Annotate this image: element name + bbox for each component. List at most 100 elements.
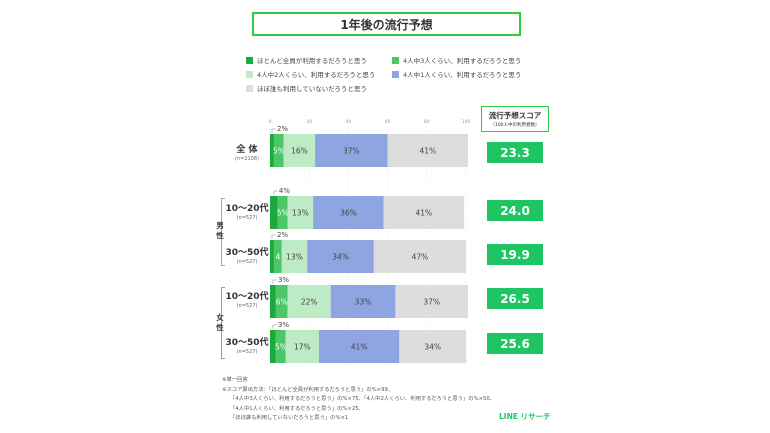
bar-segment: [281, 240, 308, 273]
legend-label: ほぼ誰も利用していないだろうと思う: [257, 85, 367, 93]
bar-segment: [270, 240, 274, 273]
legend-label: ほとんど全員が利用するだろうと思う: [257, 57, 367, 65]
bar-segment: [399, 330, 466, 363]
data-label: 22%: [301, 298, 318, 307]
row-label-text: 30〜50代: [225, 338, 269, 348]
row-sample-size: (n=527): [236, 349, 258, 355]
data-label: 16%: [291, 147, 308, 156]
note-line: ※スコア算出方法：「ほとんど全員が利用するだろうと思う」の%×99、: [222, 386, 394, 393]
bar-segment: [319, 330, 400, 363]
female-bracket: [221, 287, 225, 359]
bar-segment: [307, 240, 374, 273]
row-sample-size: (n=527): [236, 259, 258, 265]
row-sample-size: (n=527): [236, 215, 258, 221]
x-tick-label: 20: [306, 119, 312, 125]
score-box-female-old: 25.6: [487, 333, 543, 354]
bar-segment: [373, 240, 466, 273]
x-tick-label: 40: [346, 119, 352, 125]
row-label-text: 30〜50代: [225, 248, 269, 258]
note-line: ※単一回答: [222, 377, 248, 383]
bar-segment: [313, 196, 384, 229]
score-box-male-old: 19.9: [487, 244, 543, 265]
legend-item: ほぼ誰も利用していないだろうと思う: [246, 83, 367, 93]
data-label: 3%: [278, 276, 289, 284]
legend-swatch: [392, 70, 399, 78]
legend-item: ほとんど全員が利用するだろうと思う: [246, 55, 367, 65]
chart-title: 1年後の流行予想: [252, 12, 521, 36]
note-line: 「4人中1人くらい、利用するだろうと思う」の%×25、: [230, 405, 364, 412]
bar-segment: [275, 330, 286, 363]
bar-segment: [315, 134, 388, 167]
data-label: 4: [275, 253, 280, 262]
score-box-female-young: 26.5: [487, 288, 543, 309]
row-label-text: 10〜20代: [225, 204, 269, 214]
legend-item: 4人中1人くらい、利用するだろうと思う: [392, 69, 521, 79]
row-label-female-young: 10〜20代 (n=527): [225, 289, 269, 309]
bar-segment: [273, 134, 284, 167]
x-tick-label: 0: [269, 119, 272, 125]
legend-label: 4人中1人くらい、利用するだろうと思う: [403, 71, 522, 79]
group-label-male: 男性: [216, 221, 224, 240]
bar-segment: [270, 134, 274, 167]
bar-segment: [270, 285, 276, 318]
data-label: 5%: [277, 209, 289, 218]
bar-segment: [270, 330, 276, 363]
legend-item: 4人中3人くらい、利用するだろうと思う: [392, 55, 521, 65]
bar-segment: [273, 240, 282, 273]
bar-segment: [395, 285, 468, 318]
bar-segment: [287, 285, 331, 318]
data-label: 47%: [412, 253, 429, 262]
data-label: 5%: [273, 147, 285, 156]
data-label: 41%: [419, 147, 436, 156]
x-tick-label: 80: [424, 119, 430, 125]
row-label-male-old: 30〜50代 (n=527): [225, 245, 269, 265]
data-label: 17%: [294, 343, 311, 352]
x-tick-label: 60: [385, 119, 391, 125]
data-label: 3%: [278, 321, 289, 329]
data-label: 34%: [332, 253, 349, 262]
row-label-text: 全 体: [236, 145, 258, 155]
bar-segment: [270, 196, 278, 229]
legend-item: 4人中2人くらい、利用するだろうと思う: [246, 69, 375, 79]
data-label: 41%: [416, 209, 433, 218]
legend-swatch: [246, 56, 253, 64]
data-label: 6%: [276, 298, 288, 307]
bar-segment: [330, 285, 396, 318]
notes: ※単一回答 ※スコア算出方法：「ほとんど全員が利用するだろうと思う」の%×99、…: [222, 376, 495, 424]
bar-segment: [285, 330, 319, 363]
legend-swatch: [246, 84, 253, 92]
legend-swatch: [246, 70, 253, 78]
data-label: 4%: [279, 187, 290, 195]
line-research-logo: LINE リサーチ: [499, 412, 551, 421]
score-box-overall: 23.3: [487, 142, 543, 163]
bar-segment: [287, 196, 314, 229]
note-line: 「4人中3人くらい、利用するだろうと思う」の%×75、「4人中2人くらい、利用す…: [230, 396, 496, 402]
bar-segment: [277, 196, 288, 229]
legend-label: 4人中3人くらい、利用するだろうと思う: [403, 57, 522, 65]
bar-segment: [387, 134, 468, 167]
score-box-male-young: 24.0: [487, 200, 543, 221]
data-label: 34%: [424, 343, 441, 352]
data-label: 2%: [277, 125, 288, 133]
score-header-title: 流行予想スコア: [488, 111, 542, 120]
data-label: 33%: [355, 298, 372, 307]
data-label: 41%: [351, 343, 368, 352]
bar-segment: [275, 285, 288, 318]
legend-swatch: [392, 56, 399, 64]
note-line: 「ほぼ誰も利用していないだろうと思う」の%×1: [230, 415, 349, 421]
score-header: 流行予想スコア （100人中の利用者数）: [481, 106, 549, 132]
data-label: 2%: [277, 231, 288, 239]
bar-segment: [283, 134, 316, 167]
bar-segment: [383, 196, 465, 229]
row-label-overall: 全 体 (n=2108): [222, 142, 272, 162]
group-label-female: 女性: [216, 313, 224, 332]
score-header-subtitle: （100人中の利用者数）: [490, 123, 540, 128]
male-bracket: [221, 198, 225, 266]
row-label-text: 10〜20代: [225, 292, 269, 302]
data-label: 13%: [292, 209, 309, 218]
row-label-female-old: 30〜50代 (n=527): [225, 335, 269, 355]
legend-label: 4人中2人くらい、利用するだろうと思う: [257, 71, 376, 79]
row-label-male-young: 10〜20代 (n=527): [225, 201, 269, 221]
data-label: 5%: [275, 343, 287, 352]
